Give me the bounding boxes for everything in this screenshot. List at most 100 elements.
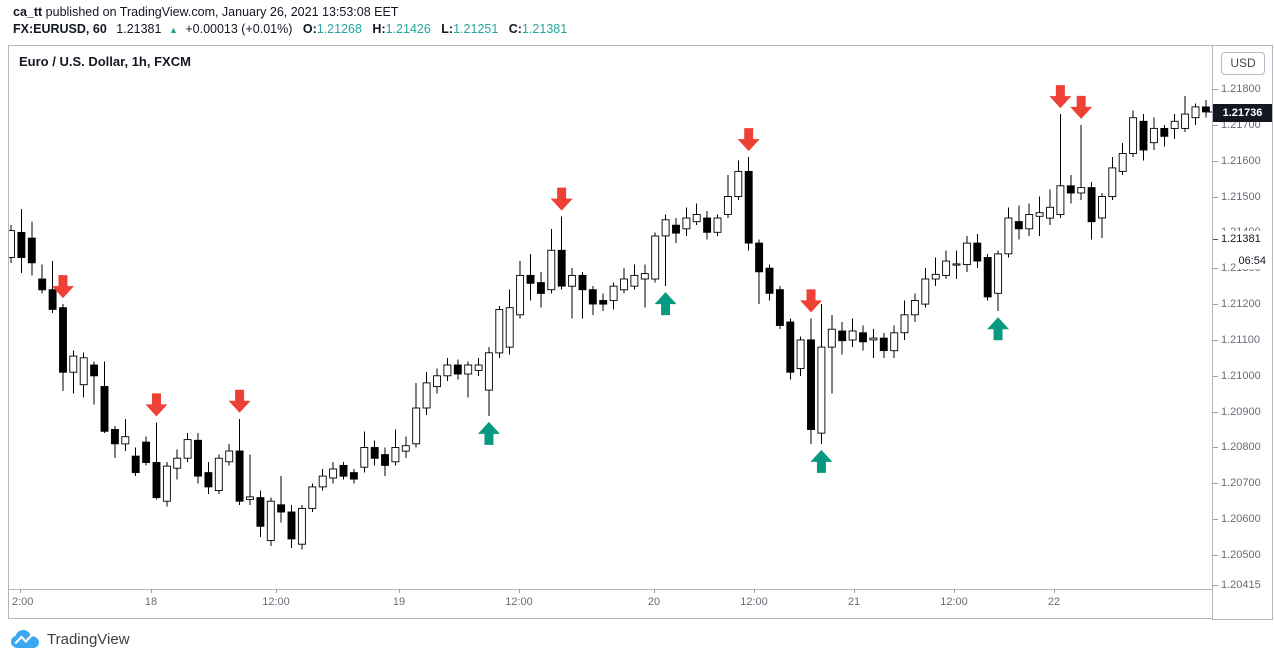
time-tick [399, 589, 400, 593]
price-tick: 1.21600 [1213, 155, 1261, 168]
price-tick: 1.20800 [1213, 441, 1261, 454]
candle-down [142, 441, 151, 463]
candle-up [183, 439, 192, 459]
candle-down [110, 429, 119, 445]
price-axis[interactable]: 1.20415 1.20500 1.20600 1.20700 1.20800 1.209… [1212, 45, 1273, 620]
candle-up [640, 273, 649, 280]
author-name: ca_tt [13, 5, 43, 19]
candle-down [1066, 185, 1075, 194]
candle-up [796, 339, 805, 370]
candle-down [38, 278, 47, 291]
candle-down [557, 249, 566, 287]
currency-toggle-button[interactable]: USD [1221, 52, 1265, 75]
buy-arrow-icon [810, 449, 833, 473]
candle-up [827, 328, 836, 348]
candle-up [1098, 196, 1106, 219]
candle-up [1004, 217, 1013, 255]
price-tick: 1.20600 [1213, 513, 1261, 526]
candle-up [484, 352, 493, 391]
bar-countdown: 06:54 [1236, 254, 1268, 269]
candle-up [651, 235, 660, 280]
candle-up [266, 500, 275, 542]
candle-down [27, 237, 36, 264]
candle-up [422, 382, 431, 409]
candle-down [599, 300, 608, 305]
candle-down [786, 321, 795, 373]
candle-up [360, 447, 369, 468]
tradingview-logo-text[interactable]: TradingView [47, 630, 130, 648]
time-label: 12:00 [262, 596, 290, 608]
chart-pane[interactable]: Euro / U.S. Dollar, 1h, FXCM [8, 45, 1212, 590]
low-label: L: [441, 22, 454, 36]
prev-close-badge: 1.21381 [1213, 231, 1272, 247]
candle-down [152, 462, 161, 499]
price-tick: 1.21700 [1213, 119, 1261, 132]
candle-down [765, 267, 774, 294]
candle-up [931, 273, 940, 280]
last-price-badge: 1.21736 [1213, 104, 1272, 122]
candle-up [69, 355, 78, 373]
time-tick [854, 589, 855, 593]
prev-close-text: 1.21381 [1221, 233, 1261, 245]
candle-up [890, 332, 899, 352]
time-label: 21 [847, 596, 861, 608]
candle-down [755, 242, 764, 273]
candle-up [952, 263, 961, 266]
candle-up [900, 314, 909, 334]
price-tick: 1.21000 [1213, 370, 1261, 383]
candle-down [526, 274, 535, 284]
candle-up [609, 285, 618, 301]
sell-arrow-icon [737, 128, 760, 152]
candle-down [194, 439, 202, 477]
time-tick [519, 589, 520, 593]
candle-up [433, 375, 441, 388]
candlestick-chart [9, 85, 1212, 550]
time-axis[interactable]: 2:00 18 12:00 19 12:00 20 12:00 21 12:00 22 [8, 589, 1212, 619]
time-tick [1054, 589, 1055, 593]
candle-up [994, 253, 1003, 294]
time-label: 18 [144, 596, 158, 608]
candle-up [713, 217, 722, 233]
candle-down [1139, 120, 1148, 151]
sell-arrow-icon [800, 289, 823, 313]
candle-up [568, 274, 577, 287]
sell-arrow-icon [228, 389, 251, 413]
candle-down [879, 337, 888, 352]
candle-up [921, 278, 930, 305]
candle-down [838, 330, 847, 342]
candle-up [412, 407, 421, 445]
candle-up [246, 496, 254, 500]
candle-up [1046, 206, 1054, 219]
publish-info: ca_tt published on TradingView.com, Janu… [13, 4, 567, 20]
candle-down [578, 274, 587, 291]
candle-down [1087, 187, 1096, 223]
sell-arrow-icon [1070, 95, 1093, 119]
candle-up [1108, 167, 1117, 198]
open-value: 1.21268 [316, 22, 362, 36]
price-tick: 1.20700 [1213, 477, 1261, 490]
open-label: O: [302, 22, 317, 36]
high-value: 1.21426 [385, 22, 431, 36]
price-tick: 1.21500 [1213, 191, 1261, 204]
candle-up [79, 357, 88, 386]
candle-down [1014, 221, 1023, 230]
candle-up [848, 330, 857, 341]
price-tick: 1.20900 [1213, 406, 1261, 419]
candle-down [588, 289, 597, 305]
candle-up [1181, 113, 1190, 129]
footer: TradingView [10, 628, 130, 650]
time-label: 22 [1047, 596, 1061, 608]
candle-down [672, 224, 680, 234]
sell-arrow-icon [1049, 85, 1072, 109]
candle-up [1056, 185, 1065, 215]
candle-up [173, 457, 182, 469]
candle-up [1191, 106, 1200, 119]
candle-up [474, 364, 483, 371]
candle-up [214, 457, 223, 491]
tradingview-logo-icon[interactable] [10, 628, 40, 650]
price-tick: 1.21800 [1213, 83, 1261, 96]
candle-down [973, 242, 982, 262]
candle-down [807, 339, 815, 430]
price-tick: 1.20500 [1213, 549, 1261, 562]
